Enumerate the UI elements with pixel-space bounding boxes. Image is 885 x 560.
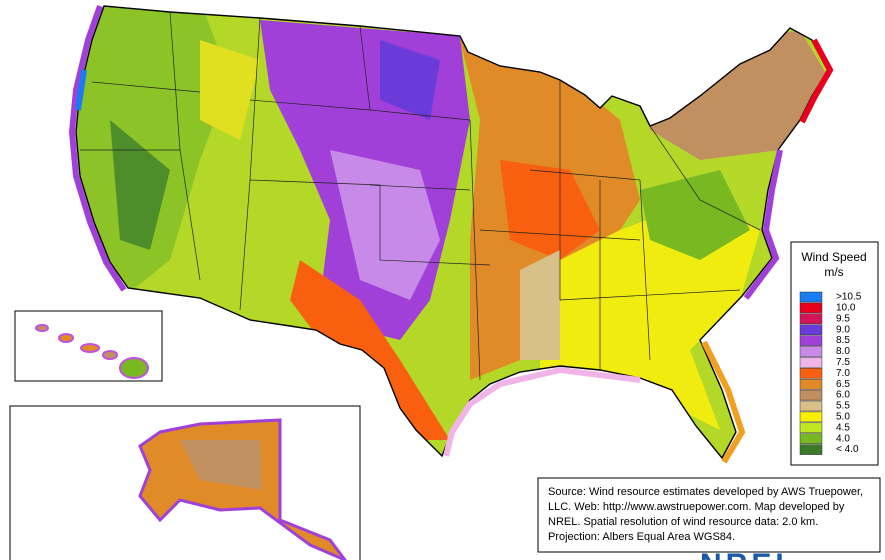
legend-title: Wind Speed	[801, 250, 866, 264]
legend-label: 7.0	[836, 368, 850, 379]
state-borders	[80, 11, 761, 381]
hawaii-islands	[35, 324, 149, 379]
legend-unit: m/s	[824, 265, 843, 279]
sierra-fill	[110, 120, 170, 250]
texas-fill	[290, 260, 450, 440]
illinois-fill	[500, 160, 600, 260]
alaska-interior	[180, 440, 262, 490]
legend-label: < 4.0	[836, 444, 859, 455]
appalachia-fill	[640, 170, 750, 260]
legend-label: 6.0	[836, 390, 850, 401]
legend-label: 9.5	[836, 313, 850, 324]
dakota-fill	[380, 40, 440, 120]
legend-swatch	[799, 433, 823, 444]
legend-label: 5.0	[836, 412, 850, 423]
rockies-fill	[200, 40, 260, 140]
offshore-bands	[68, 5, 834, 464]
legend-swatch	[799, 389, 823, 401]
legend-swatch	[799, 400, 823, 412]
source-line: Source: Wind resource estimates develope…	[548, 486, 863, 498]
legend-label: 10.0	[836, 303, 856, 314]
nrel-logo: NREL	[700, 548, 798, 560]
legend-label: 5.5	[836, 401, 850, 412]
source-line: LLC. Web: http://www.awstruepower.com. M…	[548, 501, 845, 513]
legend-swatch	[799, 335, 823, 346]
legend-swatch	[799, 302, 823, 314]
legend-label: >10.5	[836, 292, 862, 303]
legend-swatch	[799, 368, 823, 379]
source-box	[537, 477, 881, 553]
source-text: Source: Wind resource estimates develope…	[548, 486, 863, 543]
source-line: NREL. Spatial resolution of wind resourc…	[548, 516, 818, 528]
wind-resource-fill	[76, 6, 828, 458]
legend-swatch	[799, 346, 823, 357]
legend-label: 8.5	[836, 335, 850, 346]
northeast-fill	[640, 30, 828, 160]
legend-items: >10.510.09.59.08.58.07.57.06.56.05.55.04…	[799, 291, 862, 455]
legend-label: 4.0	[836, 433, 850, 444]
source-line: Projection: Albers Equal Area WGS84.	[548, 531, 735, 543]
legend-swatch	[799, 291, 823, 303]
legend-swatch	[799, 444, 823, 455]
legend-label: 4.5	[836, 422, 850, 433]
legend-label: 6.5	[836, 379, 850, 390]
legend-swatch	[799, 411, 823, 423]
legend-swatch	[799, 422, 823, 434]
delta-fill	[520, 250, 560, 360]
legend-swatch	[799, 357, 823, 368]
legend-swatch	[799, 313, 823, 325]
plains-light-fill	[330, 150, 440, 300]
legend-label: 8.0	[836, 346, 850, 357]
legend-swatch	[799, 378, 823, 390]
legend-swatch	[799, 324, 823, 335]
legend-label: 7.5	[836, 357, 850, 368]
legend-label: 9.0	[836, 324, 850, 335]
southeast-fill	[540, 200, 760, 430]
